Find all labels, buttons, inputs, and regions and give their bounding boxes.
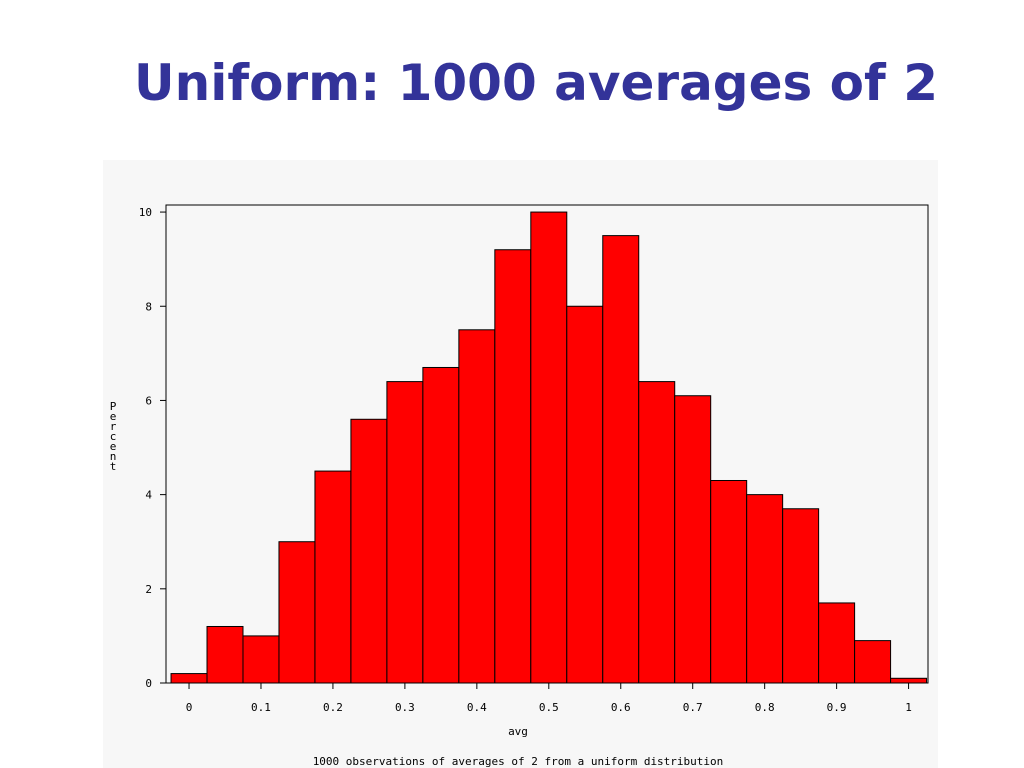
- bar: [854, 640, 892, 684]
- bar: [314, 470, 352, 684]
- y-axis-label: Percent: [107, 400, 120, 470]
- bar: [278, 541, 316, 684]
- bar: [818, 602, 856, 684]
- x-tick-label: 0.1: [251, 701, 271, 714]
- x-tick-label: 0.7: [683, 701, 703, 714]
- x-tick-label: 0: [186, 701, 193, 714]
- bar: [746, 494, 784, 684]
- x-tick-label: 0.5: [539, 701, 559, 714]
- caption: 1000 observations of averages of 2 from …: [313, 755, 724, 768]
- x-tick-label: 0.3: [395, 701, 415, 714]
- bar: [350, 418, 388, 684]
- bar: [674, 395, 712, 684]
- bar: [458, 329, 496, 684]
- bar: [422, 366, 460, 684]
- bar: [494, 249, 532, 684]
- x-axis-label: avg: [508, 725, 528, 738]
- bar: [386, 381, 424, 684]
- bar: [890, 677, 928, 684]
- bar: [206, 625, 244, 684]
- x-tick-label: 0.2: [323, 701, 343, 714]
- bar: [638, 381, 676, 684]
- x-tick-label: 0.6: [611, 701, 631, 714]
- y-tick-label: 2: [145, 583, 152, 596]
- x-tick-label: 0.9: [827, 701, 847, 714]
- y-tick-label: 0: [145, 677, 152, 690]
- slide-title: Uniform: 1000 averages of 2: [134, 54, 938, 112]
- y-tick-label: 6: [145, 394, 152, 407]
- bar: [170, 673, 208, 684]
- x-tick-label: 0.8: [755, 701, 775, 714]
- bar: [782, 508, 820, 684]
- y-tick-label: 4: [145, 489, 152, 502]
- bar: [530, 211, 568, 684]
- x-tick-label: 1: [905, 701, 912, 714]
- bar: [242, 635, 280, 684]
- y-tick-label: 10: [139, 206, 152, 219]
- x-tick-label: 0.4: [467, 701, 487, 714]
- bar: [566, 305, 604, 684]
- y-tick-label: 8: [145, 300, 152, 313]
- bar: [710, 479, 748, 684]
- bar: [602, 235, 640, 684]
